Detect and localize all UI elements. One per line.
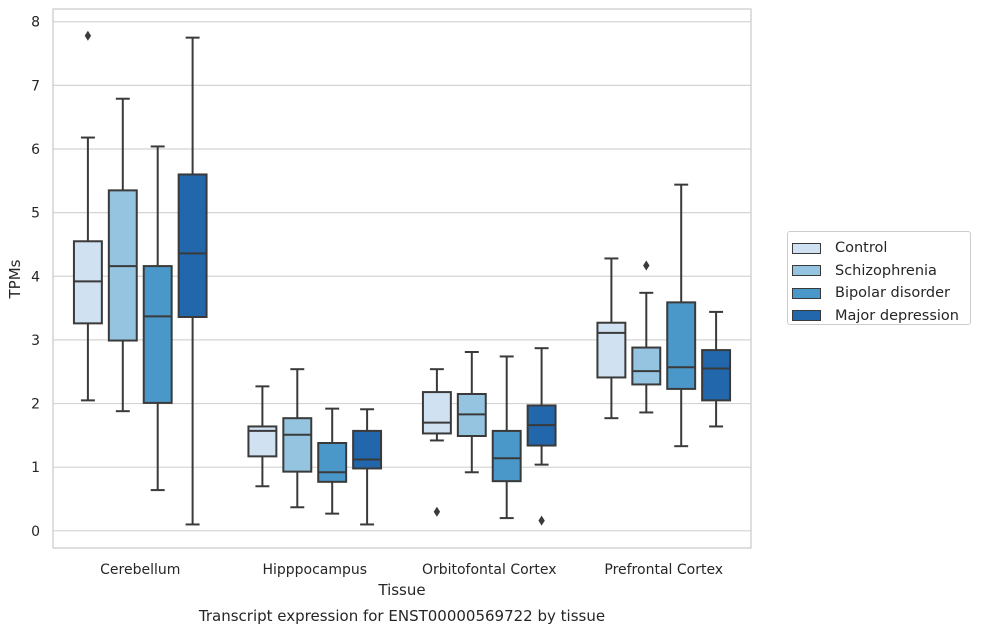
y-tick-label: 1 xyxy=(31,460,40,476)
legend-item: Control xyxy=(792,237,970,260)
chart-caption: Transcript expression for ENST0000056972… xyxy=(198,607,605,625)
y-tick-labels: 0 1 2 3 4 5 6 7 8 xyxy=(31,15,40,540)
box xyxy=(317,442,348,483)
box xyxy=(596,321,627,379)
legend-item: Bipolar disorder xyxy=(792,282,970,305)
box xyxy=(177,173,208,318)
y-tick-label: 5 xyxy=(31,206,40,222)
y-tick-label: 6 xyxy=(31,142,40,158)
outlier-point xyxy=(643,260,650,271)
series-schizophrenia xyxy=(107,97,662,509)
grid-lines xyxy=(53,21,751,532)
legend: Control Schizophrenia Bipolar disorder Majo… xyxy=(787,231,971,325)
legend-swatch xyxy=(792,265,821,277)
legend-label: Schizophrenia xyxy=(835,262,937,279)
box xyxy=(701,349,732,402)
box xyxy=(421,391,452,435)
x-tick-label: Orbitofontal Cortex xyxy=(422,562,557,578)
legend-item: Schizophrenia xyxy=(792,260,970,283)
y-tick-label: 0 xyxy=(31,524,40,540)
box xyxy=(631,346,662,386)
legend-label: Control xyxy=(835,240,888,257)
legend-swatch xyxy=(792,310,821,322)
x-tick-labels: Cerebellum Hipppocampus Orbitofontal Corte… xyxy=(100,562,723,578)
legend-label: Bipolar disorder xyxy=(835,285,950,302)
series-control xyxy=(72,30,627,517)
x-tick-label: Prefrontal Cortex xyxy=(604,562,723,578)
y-axis-label: TPMs xyxy=(6,259,24,299)
y-tick-label: 4 xyxy=(31,269,40,285)
box xyxy=(491,429,522,483)
legend-swatch xyxy=(792,287,821,299)
box xyxy=(142,265,173,404)
x-axis-label: Tissue xyxy=(377,581,425,599)
outlier-point xyxy=(538,515,545,526)
series-major-depression xyxy=(177,36,732,526)
box xyxy=(666,301,697,390)
box-series xyxy=(72,30,732,526)
box xyxy=(282,417,313,473)
legend-swatch xyxy=(792,242,821,254)
legend-label: Major depression xyxy=(835,307,959,324)
y-tick-label: 7 xyxy=(31,78,40,94)
y-tick-label: 3 xyxy=(31,333,40,349)
series-bipolar-disorder xyxy=(142,145,697,520)
x-tick-label: Cerebellum xyxy=(100,562,180,578)
y-tick-label: 8 xyxy=(31,15,40,31)
outlier-point xyxy=(84,30,92,41)
outlier-point xyxy=(433,506,441,517)
y-tick-label: 2 xyxy=(31,397,40,413)
x-tick-label: Hipppocampus xyxy=(262,562,367,578)
box xyxy=(352,429,383,470)
legend-item: Major depression xyxy=(792,305,970,328)
